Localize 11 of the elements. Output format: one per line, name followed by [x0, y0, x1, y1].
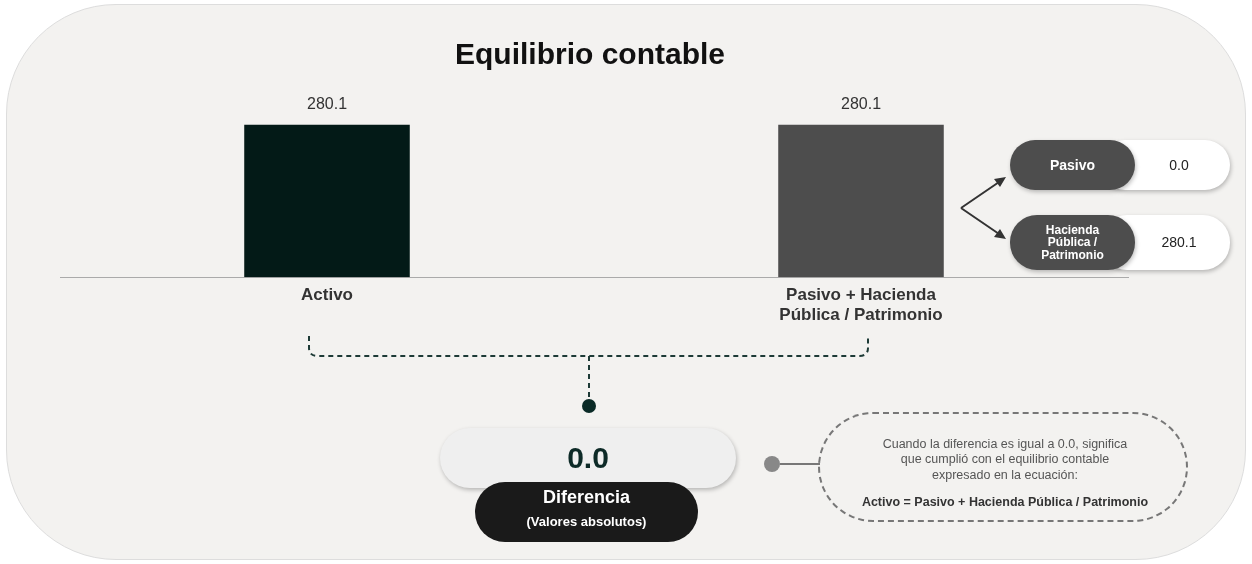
data-label: 280.1	[840, 95, 882, 113]
data-label: 280.1	[306, 95, 348, 113]
text: 280.1	[1161, 234, 1197, 251]
text: Cuando la diferencia es igual a 0.0, significa que cumplió con el equilibrio contable expresado en la ecuación:	[881, 435, 1129, 484]
x-tick-label: Activo	[301, 285, 353, 305]
chart-title: Equilibrio contable	[454, 37, 726, 71]
x-tick-label: Pasivo + Hacienda Pública / Patrimonio	[779, 285, 943, 325]
text: Activo = Pasivo + Hacienda Pública / Patrimonio	[860, 493, 1150, 511]
annotation: Hacienda Pública / Patrimonio	[1040, 221, 1105, 264]
text: (Valores absolutos)	[525, 513, 648, 532]
text: Diferencia	[541, 486, 631, 510]
